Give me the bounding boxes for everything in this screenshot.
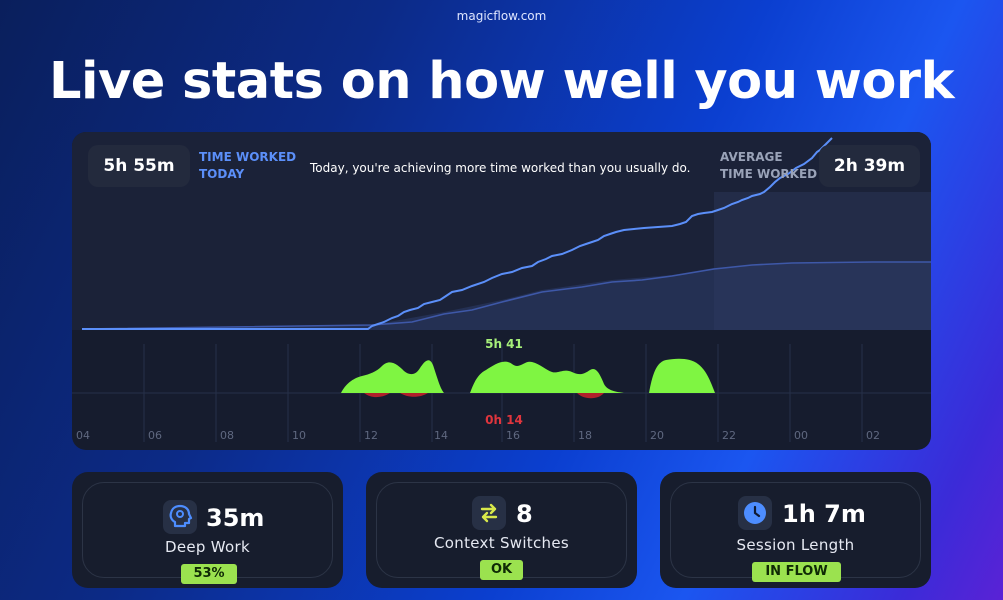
time-worked-label: TIME WORKED TODAY xyxy=(199,149,296,183)
session-length-card[interactable]: 1h 7m Session Length IN FLOW xyxy=(660,472,931,588)
average-value: 2h 39m xyxy=(819,145,920,187)
time-worked-label-line-2: TODAY xyxy=(199,167,245,181)
context-switches-value: 8 xyxy=(516,500,533,528)
hour-tick: 02 xyxy=(866,429,880,442)
average-label: AVERAGE TIME WORKED xyxy=(720,149,817,183)
stats-panel: 5h 55m TIME WORKED TODAY Today, you're a… xyxy=(72,132,931,450)
context-switches-badge: OK xyxy=(480,560,523,580)
time-worked-chart xyxy=(72,132,931,330)
deep-work-value: 35m xyxy=(206,504,265,532)
session-length-badge: IN FLOW xyxy=(752,562,841,582)
average-area xyxy=(82,262,931,330)
today-line xyxy=(82,137,833,330)
average-label-line-1: AVERAGE xyxy=(720,150,783,164)
hour-tick: 04 xyxy=(76,429,90,442)
context-switches-card[interactable]: 8 Context Switches OK xyxy=(366,472,637,588)
hour-tick: 06 xyxy=(148,429,162,442)
session-length-caption: Session Length xyxy=(736,536,855,554)
clock-icon xyxy=(738,496,772,530)
average-label-line-2: TIME WORKED xyxy=(720,167,818,181)
hour-tick: 16 xyxy=(506,429,520,442)
session-length-value: 1h 7m xyxy=(782,500,866,528)
flow-area-3 xyxy=(649,358,715,393)
flow-positive-label: 5h 41 xyxy=(485,337,523,351)
page-headline: Live stats on how well you work xyxy=(48,52,955,111)
hour-tick: 22 xyxy=(722,429,736,442)
flow-negative-label: 0h 14 xyxy=(485,413,523,427)
time-worked-label-line-1: TIME WORKED xyxy=(199,150,297,164)
context-switch-area xyxy=(364,393,604,399)
average-line xyxy=(81,261,931,330)
head-icon xyxy=(163,500,197,534)
hour-tick: 18 xyxy=(578,429,592,442)
hour-axis: 04 06 08 10 12 14 16 18 20 22 00 02 xyxy=(76,429,880,442)
comparison-message: Today, you're achieving more time worked… xyxy=(310,161,691,175)
deep-work-badge: 53% xyxy=(181,564,237,584)
hour-tick: 10 xyxy=(292,429,306,442)
hour-tick: 14 xyxy=(434,429,448,442)
deep-work-card[interactable]: 35m Deep Work 53% xyxy=(72,472,343,588)
hour-tick: 00 xyxy=(794,429,808,442)
hour-tick: 08 xyxy=(220,429,234,442)
time-worked-value: 5h 55m xyxy=(88,145,190,187)
context-switches-caption: Context Switches xyxy=(434,534,569,552)
flow-area-1 xyxy=(341,360,444,393)
flow-chart: 5h 41 0h 14 04 06 08 10 12 14 16 18 20 2… xyxy=(72,337,931,442)
hour-tick: 12 xyxy=(364,429,378,442)
site-url[interactable]: magicflow.com xyxy=(456,9,547,23)
deep-work-caption: Deep Work xyxy=(165,538,250,556)
switch-arrows-icon xyxy=(472,496,506,530)
hour-tick: 20 xyxy=(650,429,664,442)
flow-area-2 xyxy=(470,361,624,393)
